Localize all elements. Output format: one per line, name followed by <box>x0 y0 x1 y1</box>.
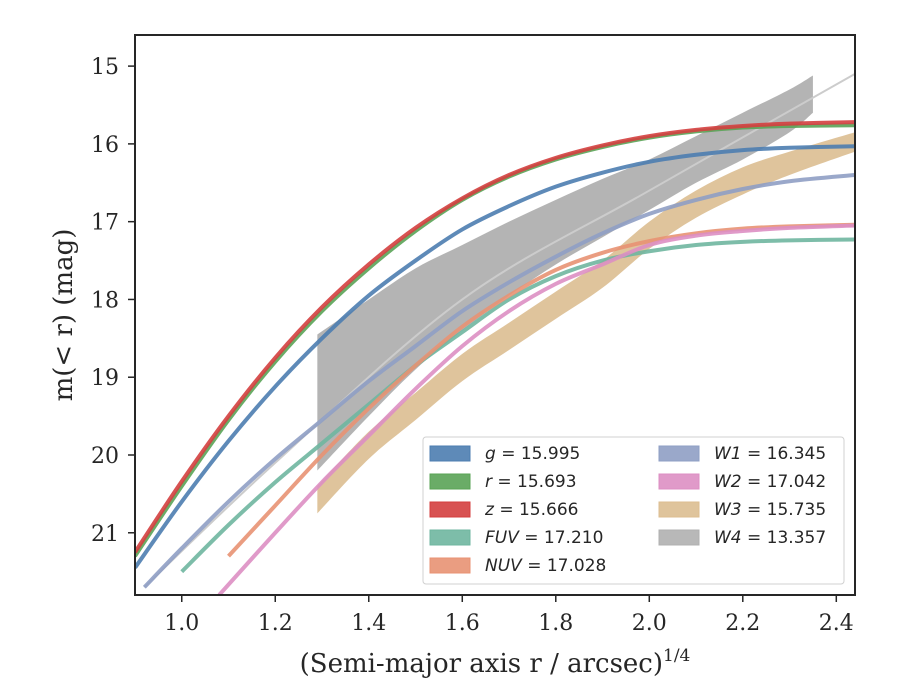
legend-item-w4: W4 = 13.357 <box>658 528 826 548</box>
series-line-g <box>135 144 855 569</box>
legend-swatch <box>658 501 700 518</box>
legend-swatch <box>429 445 471 462</box>
legend-swatch <box>429 529 471 546</box>
y-tick-label: 15 <box>91 55 119 80</box>
legend-swatch <box>429 473 471 490</box>
x-tick-label: 2.4 <box>819 611 854 636</box>
series-line-w1 <box>142 173 855 589</box>
x-axis-label-exponent: 1/4 <box>663 646 690 666</box>
legend-item-r: r = 15.693 <box>429 472 577 492</box>
series-line-z <box>135 120 855 554</box>
legend-swatch <box>658 445 700 462</box>
x-tick-label: 1.4 <box>351 611 386 636</box>
x-tick-label: 2.2 <box>725 611 760 636</box>
ticks-layer: 1.0 1.2 1.4 1.6 1.8 2.0 2.2 2.4 15 16 17 18 19 20 21 <box>91 55 854 636</box>
legend-label: z = 15.666 <box>484 500 578 520</box>
legend-swatch <box>429 501 471 518</box>
bands-layer <box>317 75 855 514</box>
legend-label: W3 = 15.735 <box>714 500 826 520</box>
legend-label: FUV = 17.210 <box>485 528 603 548</box>
reference-line <box>143 73 855 588</box>
x-tick-label: 1.2 <box>258 611 293 636</box>
legend-item-fuv: FUV = 17.210 <box>429 528 603 548</box>
y-tick-label: 18 <box>91 288 119 313</box>
y-tick-label: 20 <box>91 444 119 469</box>
y-tick-label: 17 <box>91 211 119 236</box>
legend-label: W4 = 13.357 <box>714 528 826 548</box>
legend-swatch <box>658 529 700 546</box>
x-axis-label-text: (Semi-major axis r / arcsec) <box>300 649 663 679</box>
legend-item-w2: W2 = 17.042 <box>658 472 826 492</box>
series-band-w3 <box>317 132 855 514</box>
series-line-nuv <box>227 222 855 558</box>
lines-layer <box>135 73 855 595</box>
legend-item-w3: W3 = 15.735 <box>658 500 826 520</box>
series-line-w2 <box>217 223 855 595</box>
legend: g = 15.995 r = 15.693 z = 15.666 FUV = 17.2… <box>422 436 845 585</box>
legend-item-w1: W1 = 16.345 <box>658 444 826 464</box>
x-tick-label: 1.6 <box>445 611 480 636</box>
legend-item-g: g = 15.995 <box>429 444 580 464</box>
legend-label: W1 = 16.345 <box>714 444 826 464</box>
legend-box <box>422 436 845 585</box>
y-tick-label: 16 <box>91 133 119 158</box>
legend-label: g = 15.995 <box>485 444 580 464</box>
x-tick-label: 2.0 <box>632 611 667 636</box>
x-tick-label: 1.0 <box>164 611 199 636</box>
legend-item-z: z = 15.666 <box>429 500 578 520</box>
x-axis-label: (Semi-major axis r / arcsec)1/4 <box>300 646 691 679</box>
x-tick-label: 1.8 <box>538 611 573 636</box>
series-band-w4 <box>317 75 813 471</box>
y-axis-label: m(< r) (mag) <box>49 229 79 402</box>
plot-frame <box>134 34 856 596</box>
legend-label: r = 15.693 <box>485 472 577 492</box>
legend-swatch <box>658 473 700 490</box>
y-tick-label: 21 <box>91 522 119 547</box>
series-line-fuv <box>180 237 855 574</box>
legend-swatch <box>429 557 471 574</box>
legend-item-nuv: NUV = 17.028 <box>429 556 606 576</box>
legend-label: NUV = 17.028 <box>485 556 606 576</box>
y-tick-label: 19 <box>91 366 119 391</box>
legend-label: W2 = 17.042 <box>714 472 826 492</box>
